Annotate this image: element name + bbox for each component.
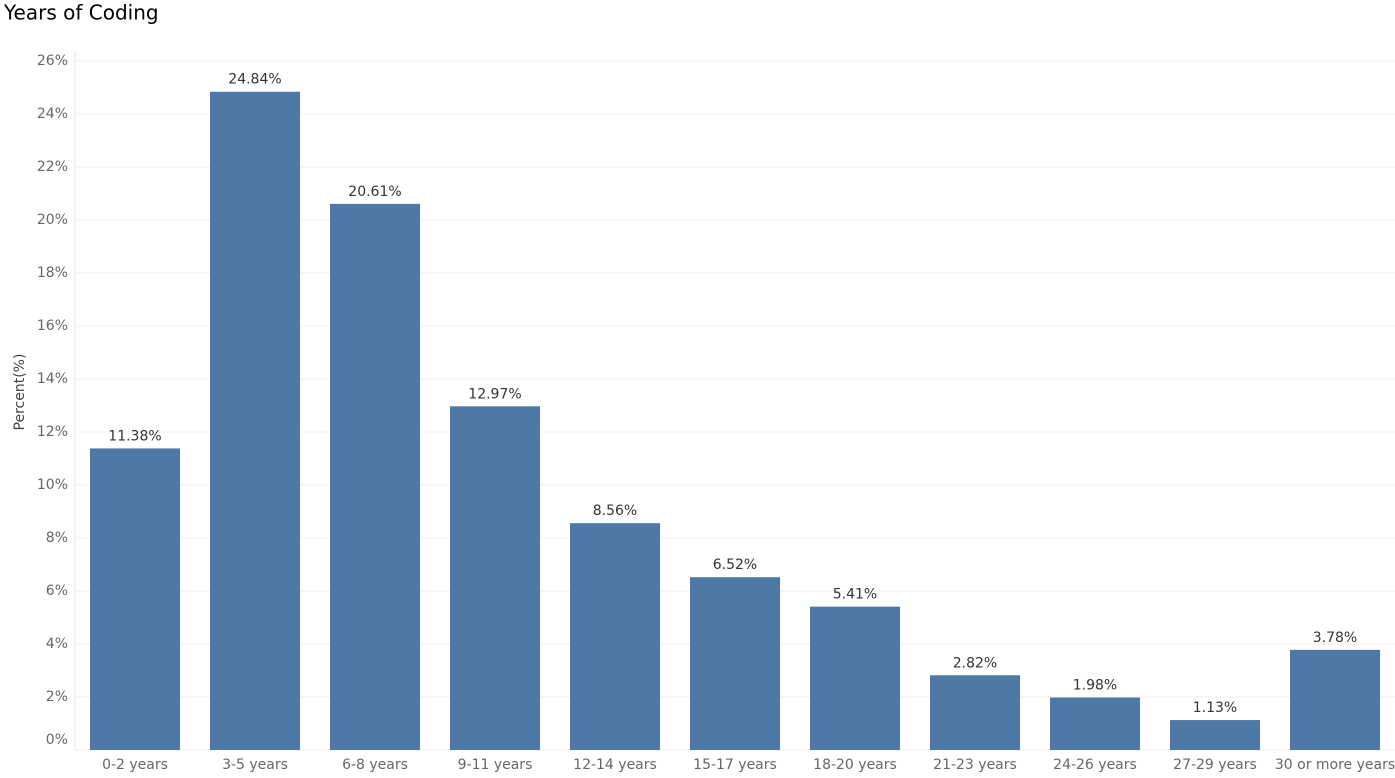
value-label: 8.56%	[593, 503, 637, 519]
x-tick-label: 21-23 years	[933, 757, 1017, 773]
y-tick-label: 14%	[37, 371, 68, 387]
value-label: 6.52%	[713, 557, 757, 573]
y-tick-label: 0%	[46, 732, 68, 748]
y-tick-label: 4%	[46, 636, 68, 652]
y-tick-label: 16%	[37, 318, 68, 334]
bar	[90, 448, 180, 750]
bar	[450, 406, 540, 750]
bar	[330, 203, 420, 750]
value-label: 11.38%	[108, 428, 161, 444]
y-tick-label: 8%	[46, 530, 68, 546]
y-tick-label: 12%	[37, 424, 68, 440]
x-tick-label: 15-17 years	[693, 757, 777, 773]
y-tick-label: 10%	[37, 477, 68, 493]
bar	[210, 91, 300, 751]
value-label: 2.82%	[953, 655, 997, 671]
x-tick-label: 12-14 years	[573, 757, 657, 773]
y-tick-label: 2%	[46, 689, 68, 705]
value-label: 5.41%	[833, 587, 877, 603]
y-tick-label: 24%	[37, 106, 68, 122]
value-label: 1.13%	[1193, 700, 1237, 716]
bar	[810, 606, 900, 750]
y-tick-label: 22%	[37, 159, 68, 175]
bar	[570, 523, 660, 750]
value-label: 12.97%	[468, 386, 521, 402]
x-tick-label: 27-29 years	[1173, 757, 1257, 773]
x-tick-label: 9-11 years	[458, 757, 533, 773]
x-tick-label: 24-26 years	[1053, 757, 1137, 773]
value-label: 3.78%	[1313, 630, 1357, 646]
x-tick-label: 30 or more years	[1275, 757, 1395, 773]
y-axis-title: Percent(%)	[12, 354, 28, 431]
chart-title: Years of Coding	[3, 1, 159, 25]
bar	[930, 675, 1020, 750]
y-tick-label: 26%	[37, 53, 68, 69]
y-tick-label: 20%	[37, 212, 68, 228]
bar	[1290, 649, 1380, 750]
x-tick-label: 3-5 years	[222, 757, 288, 773]
bar	[1170, 720, 1260, 750]
value-label: 1.98%	[1073, 678, 1117, 694]
y-tick-label: 18%	[37, 265, 68, 281]
y-tick-label: 6%	[46, 583, 68, 599]
bar	[690, 577, 780, 750]
x-tick-label: 6-8 years	[342, 757, 408, 773]
x-tick-label: 18-20 years	[813, 757, 897, 773]
x-tick-label: 0-2 years	[102, 757, 168, 773]
bar	[1050, 697, 1140, 750]
value-label: 24.84%	[228, 72, 281, 88]
value-label: 20.61%	[348, 184, 401, 200]
